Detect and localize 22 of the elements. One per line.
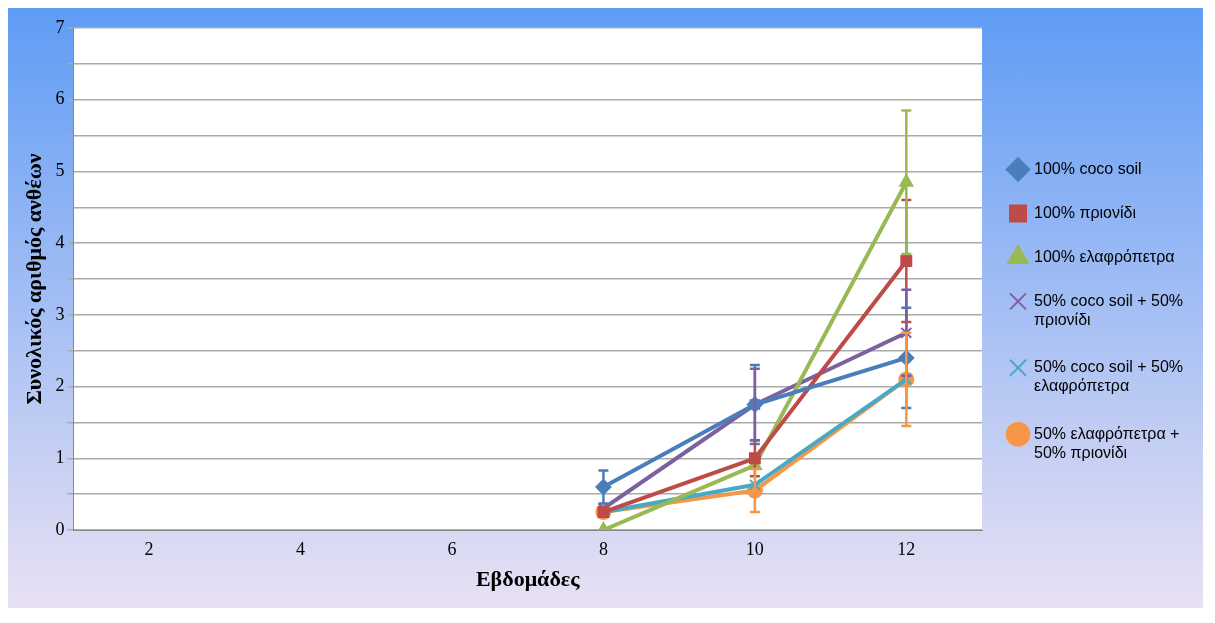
legend-label: 50% coco soil + 50% ελαφρόπετρα [1034, 358, 1184, 395]
x-tick-label: 12 [897, 538, 916, 559]
y-tick-label: 0 [55, 518, 65, 539]
x-tick-label: 4 [296, 538, 306, 559]
legend-label: 100% πριονίδι [1034, 203, 1137, 221]
y-tick-label: 4 [55, 231, 65, 252]
y-tick-label: 6 [55, 88, 65, 109]
y-tick-label: 2 [55, 375, 65, 396]
legend-label: 50% coco soil + 50% πριονίδι [1034, 291, 1184, 329]
y-tick-label: 5 [55, 160, 65, 181]
x-tick-label: 8 [598, 538, 608, 559]
legend-label: 50% ελαφρόπετρα + 50% πριονίδι [1034, 424, 1180, 461]
legend-label: 100% ελαφρόπετρα [1034, 247, 1175, 265]
y-tick-label: 7 [55, 16, 65, 37]
x-tick-label: 2 [144, 538, 154, 559]
y-tick-label: 1 [55, 447, 65, 468]
x-axis-title: Εβδομάδες [475, 566, 581, 592]
y-axis-title: Συνολικός αριθμός ανθέων [20, 153, 46, 405]
legend-label: 100% coco soil [1034, 159, 1142, 177]
x-tick-label: 6 [447, 538, 457, 559]
x-tick-label: 10 [745, 538, 764, 559]
y-tick-label: 3 [55, 303, 65, 324]
